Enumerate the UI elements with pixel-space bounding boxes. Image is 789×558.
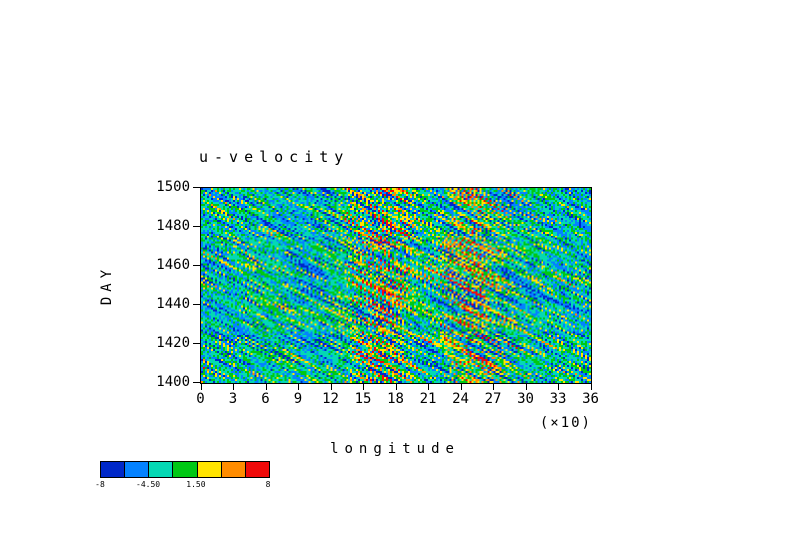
x-tick-label: 12 (322, 391, 339, 407)
colorbar-segment (172, 462, 197, 477)
y-tick-mark (193, 382, 200, 383)
colorbar-tick-label: -8 (95, 480, 105, 489)
x-tick-mark (493, 383, 494, 390)
y-tick-mark (193, 226, 200, 227)
colorbar-tick-label: -4.50 (136, 480, 161, 489)
x-tick-label: 6 (261, 391, 270, 407)
x-tick-label: 0 (196, 391, 205, 407)
x-tick-label: 27 (484, 391, 502, 407)
colorbar-segment (124, 462, 149, 477)
x-tick-label: 36 (582, 391, 599, 407)
colorbar-tick-label: 8 (265, 480, 271, 489)
x-tick-label: 3 (228, 391, 238, 407)
x-tick-mark (330, 383, 332, 390)
x-axis-label: longitude (330, 441, 460, 457)
heatmap-canvas (201, 188, 591, 383)
y-tick-mark (193, 265, 200, 266)
x-tick-label: 33 (549, 391, 567, 407)
x-tick-label: 15 (354, 391, 372, 407)
y-tick-label: 1480 (156, 218, 190, 234)
colorbar-segment (244, 462, 269, 477)
x-axis-unit: (×10) (539, 415, 592, 431)
colorbar-segment (148, 462, 173, 477)
y-tick-label: 1420 (156, 335, 190, 351)
y-axis-label: DAY (96, 187, 118, 382)
y-axis-label-text: DAY (99, 264, 115, 305)
x-tick-label: 18 (387, 391, 404, 407)
x-tick-mark (233, 383, 234, 390)
x-tick-label: 21 (419, 391, 437, 407)
chart-title: u-velocity (199, 148, 350, 166)
x-tick-mark (200, 383, 202, 390)
y-tick-label: 1460 (156, 257, 190, 273)
x-tick-mark (590, 383, 592, 390)
x-tick-label: 30 (517, 391, 534, 407)
colorbar (100, 461, 270, 478)
y-tick-mark (193, 343, 200, 344)
x-tick-label: 9 (293, 391, 303, 407)
colorbar-labels: -8 -4.50 1.50 8 (95, 480, 271, 490)
colorbar-segment (220, 462, 245, 477)
x-tick-mark (428, 383, 429, 390)
x-tick-label: 24 (452, 391, 469, 407)
x-tick-mark (363, 383, 364, 390)
x-tick-mark (298, 383, 299, 390)
colorbar-segment (196, 462, 221, 477)
y-tick-label: 1440 (156, 296, 190, 312)
x-tick-mark (525, 383, 527, 390)
x-tick-mark (265, 383, 267, 390)
colorbar-segment (101, 462, 125, 477)
colorbar-tick-label: 1.50 (186, 480, 206, 489)
x-tick-mark (395, 383, 397, 390)
y-tick-label: 1500 (156, 179, 190, 195)
x-tick-mark (558, 383, 559, 390)
heatmap-plot-frame (200, 187, 592, 384)
y-tick-mark (193, 304, 200, 305)
x-tick-mark (460, 383, 462, 390)
y-tick-label: 1400 (156, 374, 190, 390)
y-tick-mark (193, 187, 200, 188)
